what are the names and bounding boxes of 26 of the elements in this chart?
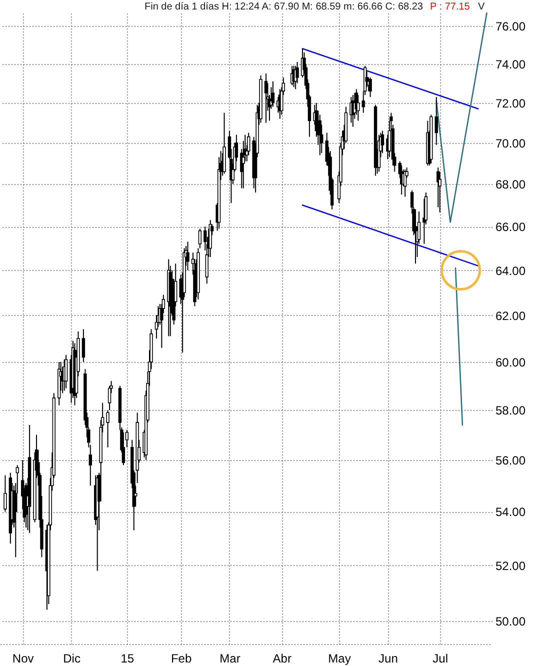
y-tick-label: 54.00 <box>496 505 526 520</box>
y-tick-label: 74.00 <box>496 57 526 72</box>
x-tick-label: Dic <box>63 652 80 666</box>
x-tick-label: Jun <box>378 652 398 666</box>
x-tick-label: Jul <box>432 652 448 666</box>
x-tick-label: Abr <box>272 652 292 666</box>
chart-title: Fin de día 1 días H: 12:24 A: 67.90 M: 68.59 m: 66.66 C: 68.23 <box>144 2 424 12</box>
x-tick-label: May <box>328 652 351 666</box>
y-tick-label: 66.00 <box>496 220 526 234</box>
text: P : 77.15 <box>430 2 470 12</box>
x-tick-label: Feb <box>170 652 192 666</box>
x-tick-label: Mar <box>220 652 240 666</box>
y-tick-label: 52.00 <box>496 558 526 573</box>
y-tick-label: 64.00 <box>496 264 526 278</box>
y-tick-label: 68.00 <box>496 178 526 192</box>
x-tick-label: Nov <box>12 652 34 666</box>
y-tick-label: 70.00 <box>496 136 526 150</box>
x-tick-label: 15 <box>120 652 134 666</box>
y-tick-label: 58.00 <box>496 404 526 418</box>
y-tick-label: 62.00 <box>496 308 526 323</box>
y-tick-label: 60.00 <box>496 355 526 370</box>
text: V <box>478 2 485 12</box>
y-tick-label: 76.00 <box>496 20 526 34</box>
y-tick-label: 56.00 <box>496 454 526 468</box>
y-tick-label: 72.00 <box>496 96 526 110</box>
y-tick-label: 50.00 <box>496 614 526 629</box>
